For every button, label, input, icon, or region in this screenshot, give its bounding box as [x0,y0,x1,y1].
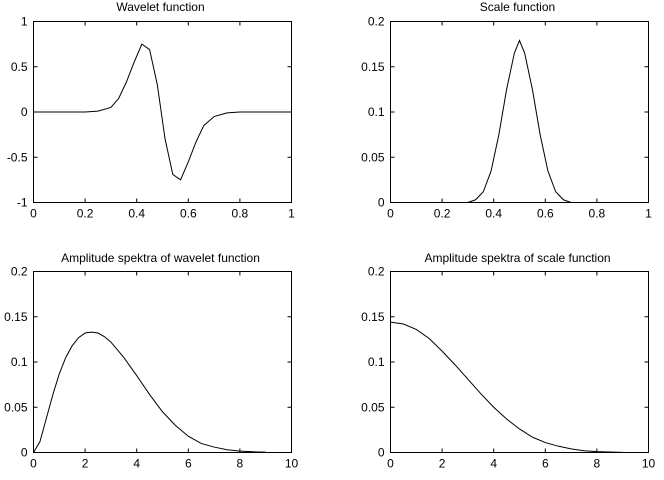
x-tick-label: 6 [542,457,549,471]
panel-scale-function: Scale function 0 0.2 0.4 0.6 0.8 1 0 0.05 0.1 0.1… [361,0,652,221]
x-tick-label: 2 [439,457,446,471]
axes-frame [390,271,649,453]
y-tick-label: 0.2 [368,15,385,29]
x-tick-label: 0.6 [537,207,554,221]
x-tick-label: 0.4 [128,207,145,221]
y-tick-label: 0.2 [368,265,385,279]
panel-wavelet-function: Wavelet function 0 0.2 0.4 0.6 0.8 1 -1 -0.5 0 0.… [7,0,295,221]
y-tick-label: 0.1 [368,105,385,119]
y-tick-label: 0.15 [4,310,28,324]
plot-content: 0 0.2 0.4 0.6 0.8 1 0 0.05 0.1 0.15 0.2 [361,15,652,221]
series-line [467,39,572,203]
x-tick-label: 0.4 [485,207,502,221]
y-tick-label: 0 [378,196,385,210]
y-tick-label: 0.15 [361,310,385,324]
series-line [390,321,623,453]
y-tick-label: -0.5 [7,150,28,164]
panel-title: Scale function [480,0,555,14]
y-tick-label: 0.1 [11,355,28,369]
x-tick-label: 0.8 [232,207,249,221]
x-tick-label: 2 [82,457,89,471]
x-tick-label: 6 [185,457,192,471]
x-tick-label: 10 [642,457,656,471]
x-tick-label: 8 [594,457,601,471]
panel-title: Wavelet function [116,0,204,14]
x-tick-label: 1 [288,207,295,221]
panel-amplitude-spektra-wavelet: Amplitude spektra of wavelet function 0 2… [4,251,298,471]
axes-frame [390,21,649,203]
x-tick-label: 0 [387,207,394,221]
y-tick-label: -1 [17,196,28,210]
x-tick-label: 10 [285,457,299,471]
y-tick-label: 0.05 [361,400,385,414]
x-tick-label: 0 [30,457,37,471]
series-line [33,43,292,181]
y-tick-label: 0.15 [361,60,385,74]
axes-frame [33,21,292,203]
x-tick-label: 0.2 [434,207,451,221]
x-tick-label: 8 [237,457,244,471]
y-tick-label: 0.2 [11,265,28,279]
panel-title: Amplitude spektra of scale function [424,251,610,265]
plot-content: 0 0.2 0.4 0.6 0.8 1 -1 -0.5 0 0.5 1 [7,15,295,221]
x-tick-label: 0 [30,207,37,221]
y-tick-label: 1 [21,15,28,29]
y-tick-label: 0.5 [11,60,28,74]
x-tick-label: 0.6 [180,207,197,221]
x-tick-label: 0.8 [589,207,606,221]
y-tick-label: 0 [21,105,28,119]
x-tick-label: 0.2 [77,207,94,221]
x-tick-label: 1 [645,207,652,221]
panel-amplitude-spektra-scale: Amplitude spektra of scale function 0 2 4 6… [361,251,655,471]
panel-title: Amplitude spektra of wavelet function [61,251,260,265]
x-tick-label: 4 [133,457,140,471]
series-line [33,331,266,453]
y-tick-label: 0.05 [361,150,385,164]
y-tick-label: 0 [21,446,28,460]
plot-content: 0 2 4 6 8 10 0 0.05 0.1 0.15 0.2 [4,265,298,471]
x-tick-label: 4 [490,457,497,471]
x-tick-label: 0 [387,457,394,471]
y-tick-label: 0.1 [368,355,385,369]
y-tick-label: 0 [378,446,385,460]
axes-frame [33,271,292,453]
plot-content: 0 2 4 6 8 10 0 0.05 0.1 0.15 0.2 [361,265,655,471]
y-tick-label: 0.05 [4,400,28,414]
